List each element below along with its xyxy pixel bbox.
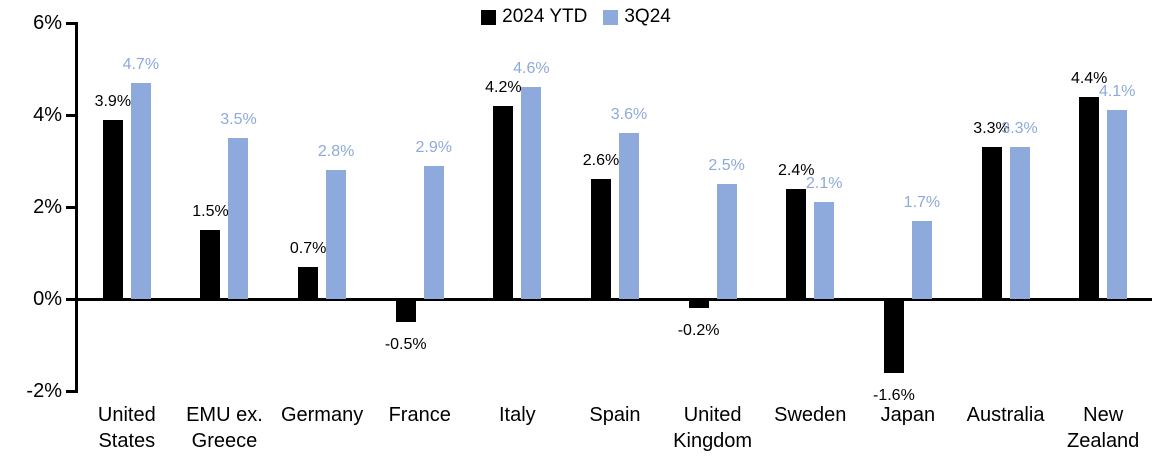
bar-3q24-germany — [326, 170, 347, 299]
y-axis-tick — [66, 22, 75, 25]
data-label-3q24-sweden: 2.1% — [806, 175, 843, 193]
data-label-3q24-new-zealand: 4.1% — [1098, 83, 1136, 101]
data-label-3q24-japan: 1.7% — [903, 193, 941, 211]
data-label-2024-ytd-sweden: 2.4% — [778, 161, 815, 179]
category-label-japan: Japan — [880, 404, 936, 426]
y-axis-tick — [66, 206, 75, 209]
bar-3q24-spain — [619, 133, 639, 299]
legend: 2024 YTD 3Q24 — [0, 6, 1152, 28]
y-axis-tick — [66, 114, 75, 117]
y-axis-line — [75, 22, 78, 393]
data-label-2024-ytd-united-kingdom: -0.2% — [677, 322, 720, 340]
bar-3q24-japan — [911, 220, 932, 299]
category-label-sweden: Sweden — [774, 404, 847, 426]
data-label-2024-ytd-italy: 4.2% — [485, 78, 522, 96]
category-label-new-zealand: New Zealand — [1067, 404, 1140, 452]
y-tick-label-6: 6% — [33, 12, 62, 34]
data-label-2024-ytd-japan: -1.6% — [873, 386, 915, 404]
bar-2024-ytd-emu-ex-greece — [200, 230, 221, 299]
data-label-2024-ytd-united-states: 3.9% — [94, 92, 132, 110]
legend-swatch-3q24 — [603, 9, 619, 25]
category-label-germany: Germany — [280, 404, 364, 426]
legend-label-3q24: 3Q24 — [624, 6, 671, 27]
bar-3q24-australia — [1009, 147, 1030, 299]
data-label-2024-ytd-new-zealand: 4.4% — [1070, 69, 1108, 87]
y-axis-tick — [66, 390, 75, 393]
data-label-3q24-germany: 2.8% — [317, 143, 355, 161]
bar-3q24-new-zealand — [1107, 110, 1128, 299]
bar-2024-ytd-japan — [883, 299, 904, 373]
legend-item-2024-ytd: 2024 YTD — [481, 6, 587, 28]
bar-2024-ytd-germany — [298, 266, 319, 299]
category-label-emu-ex-greece: EMU ex. Greece — [186, 404, 263, 452]
bar-2024-ytd-united-kingdom — [688, 299, 709, 309]
category-label-united-kingdom: United Kingdom — [673, 404, 753, 452]
y-tick-label-2: 2% — [33, 196, 62, 218]
bar-2024-ytd-united-states — [102, 119, 123, 299]
y-tick-label-0: 0% — [33, 288, 62, 310]
data-label-3q24-italy: 4.6% — [513, 60, 550, 78]
data-label-2024-ytd-france: -0.5% — [384, 336, 427, 353]
data-label-3q24-australia: 3.3% — [1001, 120, 1038, 138]
data-label-2024-ytd-germany: 0.7% — [289, 239, 327, 257]
data-label-3q24-united-kingdom: 2.5% — [708, 157, 745, 174]
data-label-3q24-emu-ex-greece: 3.5% — [220, 111, 257, 128]
data-label-3q24-spain: 3.6% — [610, 106, 648, 124]
bar-3q24-united-states — [130, 82, 151, 299]
bar-2024-ytd-spain — [591, 179, 611, 299]
category-label-italy: Italy — [499, 404, 536, 426]
bar-3q24-france — [423, 165, 444, 299]
legend-swatch-2024-ytd — [481, 9, 497, 25]
category-label-spain: Spain — [589, 404, 641, 426]
x-axis-line — [75, 298, 1152, 301]
bar-3q24-emu-ex-greece — [228, 138, 249, 299]
bar-3q24-united-kingdom — [716, 184, 737, 299]
legend-item-3q24: 3Q24 — [603, 6, 671, 28]
bar-2024-ytd-france — [395, 299, 416, 322]
data-label-3q24-united-states: 4.7% — [122, 55, 160, 73]
data-label-2024-ytd-spain: 2.6% — [582, 152, 620, 170]
data-label-2024-ytd-australia: 3.3% — [973, 120, 1010, 138]
bar-2024-ytd-sweden — [786, 188, 807, 299]
data-label-2024-ytd-emu-ex-greece: 1.5% — [192, 203, 229, 220]
bar-2024-ytd-new-zealand — [1079, 96, 1100, 299]
y-tick-label-4: 4% — [33, 104, 62, 126]
y-axis-tick — [66, 298, 75, 301]
category-label-australia: Australia — [966, 404, 1045, 426]
legend-label-2024-ytd: 2024 YTD — [502, 6, 588, 27]
data-label-3q24-france: 2.9% — [415, 138, 452, 156]
y-tick-label-2: -2% — [26, 380, 62, 402]
category-label-united-states: United States — [97, 404, 156, 452]
bar-3q24-sweden — [814, 202, 835, 299]
bar-2024-ytd-italy — [493, 105, 514, 299]
bar-3q24-italy — [521, 87, 542, 299]
bar-2024-ytd-australia — [981, 147, 1002, 299]
category-label-france: France — [388, 404, 451, 426]
